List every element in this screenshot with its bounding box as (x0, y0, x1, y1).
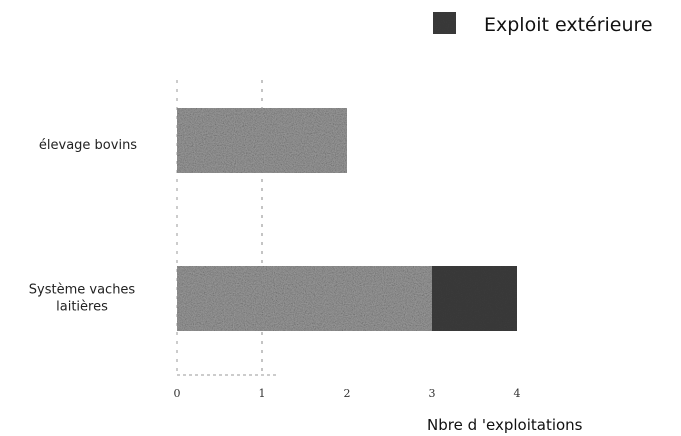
bar-segment-main-1 (177, 266, 432, 331)
category-label: élevage bovins (39, 138, 137, 153)
bar-segment-exploit-exterieure-1 (432, 266, 517, 331)
category-label: Système vaches (29, 283, 136, 298)
category-label: laitières (56, 300, 108, 315)
x-axis-title: Nbre d 'exploitations (427, 416, 583, 434)
x-tick-label: 2 (344, 387, 351, 400)
legend-label: Exploit extérieure (484, 14, 653, 36)
legend-swatch (433, 12, 456, 34)
x-tick-label: 3 (429, 387, 436, 400)
x-tick-label: 4 (514, 387, 521, 400)
bar-segment-main-0 (177, 108, 347, 173)
x-tick-labels: 0 1 2 3 4 (174, 387, 521, 400)
x-tick-label: 0 (174, 387, 181, 400)
x-tick-label: 1 (259, 387, 266, 400)
category-labels: élevage bovins Système vaches laitières (29, 138, 138, 315)
legend: Exploit extérieure (433, 12, 653, 36)
bars (177, 108, 517, 331)
